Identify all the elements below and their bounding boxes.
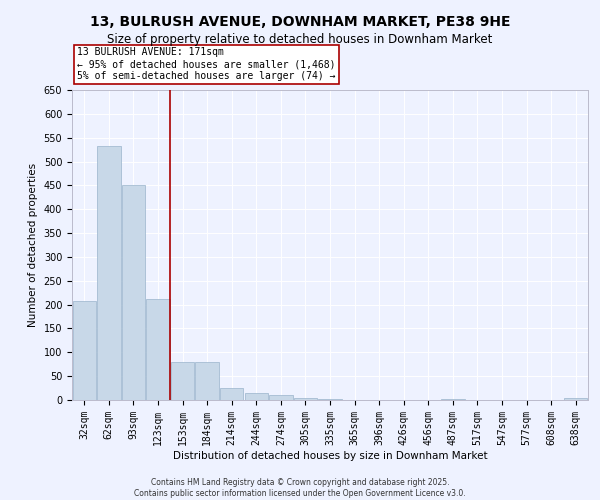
Bar: [441, 398, 464, 400]
Bar: [319, 399, 341, 400]
Bar: [122, 186, 145, 400]
Bar: [564, 398, 587, 400]
Text: Size of property relative to detached houses in Downham Market: Size of property relative to detached ho…: [107, 32, 493, 46]
Bar: [171, 362, 194, 400]
Bar: [97, 146, 121, 400]
Text: 13 BULRUSH AVENUE: 171sqm
← 95% of detached houses are smaller (1,468)
5% of sem: 13 BULRUSH AVENUE: 171sqm ← 95% of detac…: [77, 48, 335, 80]
Bar: [146, 299, 170, 400]
Y-axis label: Number of detached properties: Number of detached properties: [28, 163, 38, 327]
Bar: [73, 302, 96, 400]
Bar: [196, 362, 219, 400]
Text: Contains HM Land Registry data © Crown copyright and database right 2025.
Contai: Contains HM Land Registry data © Crown c…: [134, 478, 466, 498]
X-axis label: Distribution of detached houses by size in Downham Market: Distribution of detached houses by size …: [173, 450, 487, 460]
Bar: [220, 388, 244, 400]
Text: 13, BULRUSH AVENUE, DOWNHAM MARKET, PE38 9HE: 13, BULRUSH AVENUE, DOWNHAM MARKET, PE38…: [90, 15, 510, 29]
Bar: [294, 398, 317, 400]
Bar: [245, 393, 268, 400]
Bar: [269, 395, 293, 400]
